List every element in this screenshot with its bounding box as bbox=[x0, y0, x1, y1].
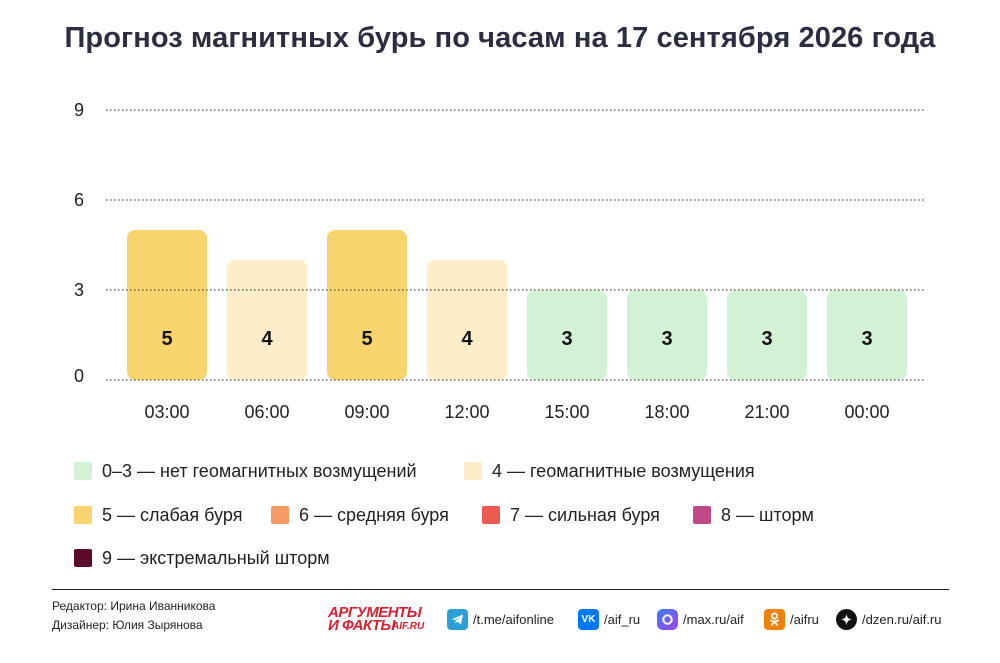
data-label: 3 bbox=[661, 328, 672, 350]
y-tick-label: 9 bbox=[74, 100, 84, 120]
x-tick-label: 09:00 bbox=[344, 402, 389, 422]
data-label: 5 bbox=[161, 328, 172, 350]
legend-item: 4 — геомагнитные возмущения bbox=[464, 460, 755, 482]
data-label: 4 bbox=[461, 328, 473, 350]
legend-swatch bbox=[693, 506, 711, 524]
x-tick-label: 15:00 bbox=[544, 402, 589, 422]
social-odnoklassniki-label: /aifru bbox=[790, 611, 819, 627]
legend-swatch bbox=[74, 549, 92, 567]
social-vk-label: /aif_ru bbox=[604, 611, 641, 627]
logo-domain: AIF.RU bbox=[392, 621, 425, 632]
legend-item: 8 — шторм bbox=[693, 504, 814, 526]
x-tick-label: 06:00 bbox=[244, 402, 289, 422]
x-tick-label: 03:00 bbox=[144, 402, 189, 422]
x-tick-label: 00:00 bbox=[844, 402, 889, 422]
legend-label: 7 — сильная буря bbox=[510, 504, 660, 525]
legend-item: 6 — средняя буря bbox=[271, 504, 449, 526]
odnoklassniki-icon bbox=[764, 608, 785, 630]
telegram-icon bbox=[447, 608, 468, 630]
social-telegram-label: /t.me/aifonline bbox=[473, 611, 554, 627]
bar-03:00 bbox=[127, 230, 207, 380]
editor-credit: Редактор: Ирина Иванникова bbox=[52, 599, 216, 613]
legend-item: 0–3 — нет геомагнитных возмущений bbox=[74, 460, 417, 482]
footer-divider bbox=[52, 589, 949, 590]
y-tick-label: 3 bbox=[74, 280, 84, 300]
legend-label: 0–3 — нет геомагнитных возмущений bbox=[102, 460, 417, 481]
bar-15:00 bbox=[527, 290, 607, 380]
aif-logo[interactable]: АРГУМЕНТЫ И ФАКТЫ AIF.RU bbox=[328, 604, 438, 634]
legend-swatch bbox=[74, 462, 92, 480]
bar-00:00 bbox=[827, 290, 907, 380]
vk-icon: VK bbox=[578, 608, 599, 630]
logo-line2: И ФАКТЫ bbox=[328, 617, 396, 634]
data-label: 3 bbox=[561, 328, 572, 350]
social-dzen-label: /dzen.ru/aif.ru bbox=[862, 611, 942, 627]
legend-swatch bbox=[464, 462, 482, 480]
chart-title: Прогноз магнитных бурь по часам на 17 се… bbox=[64, 22, 936, 54]
legend-item: 9 — экстремальный шторм bbox=[74, 547, 330, 569]
bar-18:00 bbox=[627, 290, 707, 380]
y-tick-label: 0 bbox=[74, 366, 84, 386]
bar-12:00 bbox=[427, 260, 507, 380]
bar-21:00 bbox=[727, 290, 807, 380]
designer-credit: Дизайнер: Юлия Зырянова bbox=[52, 618, 203, 632]
social-max-label: /max.ru/aif bbox=[683, 611, 744, 627]
legend-label: 4 — геомагнитные возмущения bbox=[492, 460, 755, 481]
max-icon bbox=[657, 608, 678, 630]
data-label: 4 bbox=[261, 328, 273, 350]
dzen-icon bbox=[836, 608, 857, 630]
bar-06:00 bbox=[227, 260, 307, 380]
data-label: 5 bbox=[361, 328, 372, 350]
social-max[interactable]: /max.ru/aif bbox=[657, 608, 744, 630]
bar-chart: 0 3 6 9 5 03:00 4 06:00 5 09:00 4 12:00 3 15:00 3 18:00… bbox=[74, 100, 926, 422]
x-tick-label: 12:00 bbox=[444, 402, 489, 422]
legend-swatch bbox=[271, 506, 289, 524]
social-telegram[interactable]: /t.me/aifonline bbox=[447, 608, 554, 630]
legend-label: 9 — экстремальный шторм bbox=[102, 547, 330, 568]
logo-line1: АРГУМЕНТЫ bbox=[328, 604, 422, 621]
social-odnoklassniki[interactable]: /aifru bbox=[764, 608, 819, 630]
legend-swatch bbox=[74, 506, 92, 524]
y-tick-label: 6 bbox=[74, 190, 84, 210]
bar-09:00 bbox=[327, 230, 407, 380]
legend-swatch bbox=[482, 506, 500, 524]
legend-item: 5 — слабая буря bbox=[74, 504, 242, 526]
social-vk[interactable]: VK /aif_ru bbox=[578, 608, 640, 630]
data-label: 3 bbox=[761, 328, 772, 350]
x-tick-label: 21:00 bbox=[744, 402, 789, 422]
legend-item: 7 — сильная буря bbox=[482, 504, 660, 526]
legend-label: 5 — слабая буря bbox=[102, 504, 243, 525]
x-tick-label: 18:00 bbox=[644, 402, 689, 422]
legend-label: 8 — шторм bbox=[721, 504, 814, 525]
social-dzen[interactable]: /dzen.ru/aif.ru bbox=[836, 608, 942, 630]
legend-label: 6 — средняя буря bbox=[299, 504, 449, 525]
data-label: 3 bbox=[861, 328, 872, 350]
